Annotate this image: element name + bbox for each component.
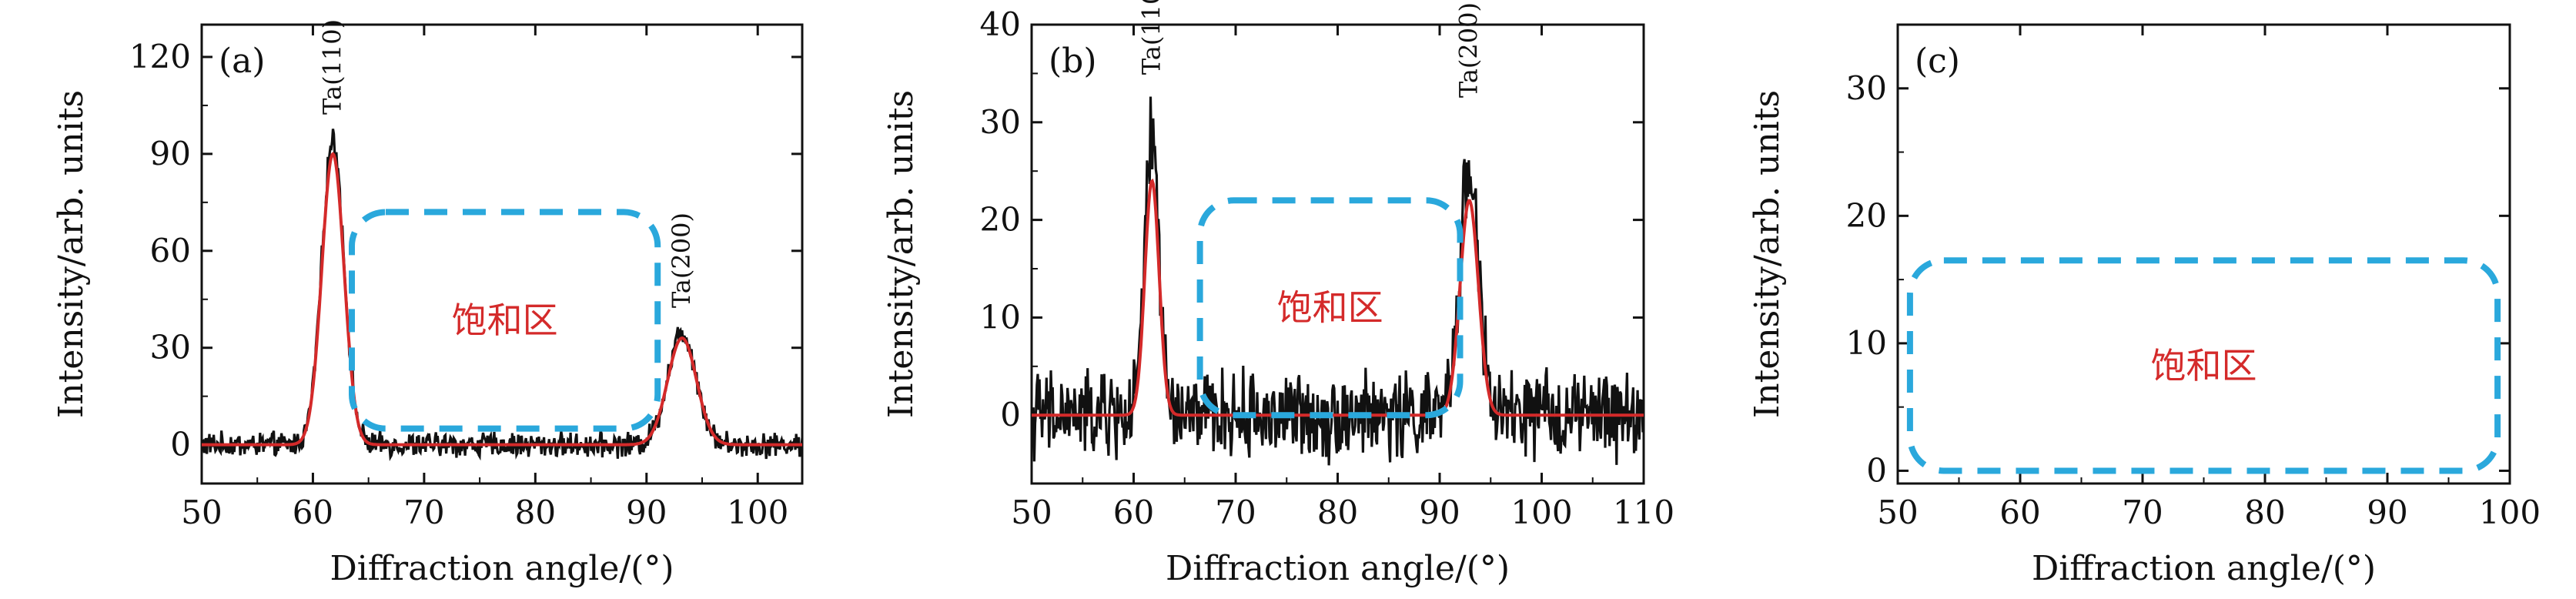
x-tick-label: 50 [181, 494, 222, 531]
series-fit-line [202, 152, 802, 447]
x-tick-label: 90 [2367, 494, 2407, 531]
x-tick-label: 100 [727, 494, 788, 531]
y-axis-label: Intensity/arb. units [882, 90, 921, 418]
x-axis-label: Diffraction angle/(°) [2032, 549, 2376, 588]
y-tick-label: 30 [150, 329, 191, 366]
y-tick-label: 60 [150, 232, 191, 269]
saturation-zone-label: 饱和区 [1277, 287, 1383, 329]
y-tick-label: 30 [980, 103, 1021, 141]
panel-label: (c) [1915, 42, 1960, 81]
saturation-zone-label: 饱和区 [2151, 345, 2257, 387]
x-tick-label: 80 [515, 494, 556, 531]
y-tick-label: 30 [1846, 69, 1887, 107]
peak-label: Ta(110) [1136, 0, 1166, 75]
x-tick-label: 70 [403, 494, 444, 531]
saturation-zone-box [1196, 197, 1464, 419]
x-tick-label: 100 [2479, 494, 2541, 531]
y-tick-label: 40 [980, 5, 1021, 43]
chart-panel-c: 50 60 70 80 90 100 0 10 20 30 Diffraction angle/(°… [1748, 23, 2541, 588]
y-tick-label: 0 [170, 426, 191, 463]
y-tick-label: 20 [1846, 196, 1887, 234]
x-tick-label: 50 [1011, 494, 1052, 531]
y-tick-label: 10 [980, 298, 1021, 336]
y-axis-label: Intensity/arb. units [1748, 90, 1787, 418]
x-axis-label: Diffraction angle/(°) [330, 549, 674, 588]
x-tick-label: 100 [1510, 494, 1572, 531]
y-tick-label: 120 [129, 38, 191, 75]
saturation-zone-label: 饱和区 [452, 300, 558, 341]
chart-panel-a: 50 60 70 80 90 100 0 30 60 90 120 Diffraction angle… [52, 19, 804, 588]
panel-label: (a) [219, 42, 266, 81]
y-tick-label: 0 [1866, 451, 1887, 489]
series-measured-line [202, 129, 802, 461]
panel-label: (b) [1049, 42, 1097, 81]
plot-frame [200, 23, 804, 485]
x-tick-label: 80 [2244, 494, 2285, 531]
x-tick-label: 50 [1877, 494, 1918, 531]
x-tick-label: 110 [1613, 494, 1674, 531]
x-tick-label: 70 [2122, 494, 2163, 531]
y-tick-label: 0 [1000, 396, 1021, 433]
series-fit-line [1032, 178, 1644, 417]
x-tick-label: 90 [1419, 494, 1460, 531]
y-tick-label: 20 [980, 201, 1021, 239]
x-tick-label: 60 [293, 494, 333, 531]
saturation-zone-box [349, 209, 661, 432]
series-measured-line [1032, 96, 1644, 466]
peak-label: Ta(200) [1454, 2, 1483, 98]
x-tick-label: 80 [1317, 494, 1358, 531]
y-tick-label: 90 [150, 135, 191, 172]
chart-panel-b: 50 60 70 80 90 100 110 0 10 20 30 40 Diffraction ang… [882, 0, 1674, 588]
x-tick-label: 90 [626, 494, 667, 531]
x-tick-label: 70 [1215, 494, 1256, 531]
y-axis-label: Intensity/arb. units [52, 90, 91, 418]
x-axis-label: Diffraction angle/(°) [1166, 549, 1510, 588]
peak-label: Ta(110) [317, 19, 346, 115]
y-tick-label: 10 [1846, 324, 1887, 362]
x-tick-label: 60 [1999, 494, 2040, 531]
peak-label: Ta(200) [667, 212, 696, 308]
plot-frame [1896, 23, 2511, 485]
x-tick-label: 60 [1113, 494, 1154, 531]
